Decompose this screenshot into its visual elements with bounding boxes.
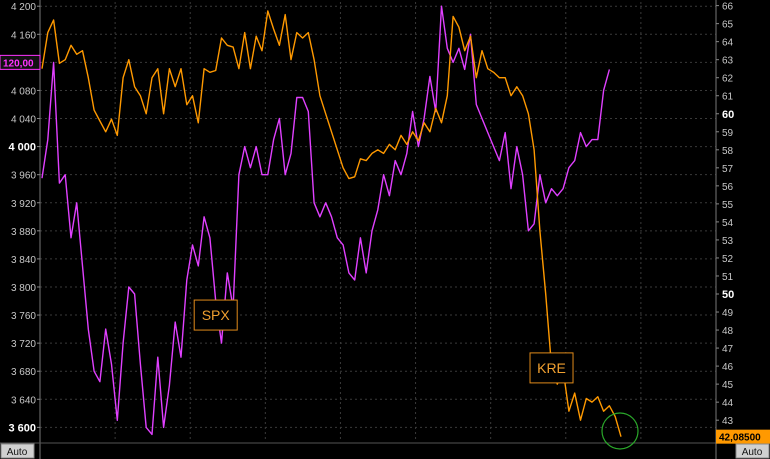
right-tick-label: 51 <box>722 272 734 283</box>
right-tick-label: 66 <box>722 2 734 13</box>
left-tick-label: 3 720 <box>11 339 36 350</box>
right-tick-label: 54 <box>722 218 734 229</box>
right-tick-label: 64 <box>722 38 734 49</box>
series-label-text: SPX <box>202 307 231 323</box>
left-tick-label: 3 760 <box>11 311 36 322</box>
left-tick-label: 4 000 <box>8 142 36 154</box>
right-tick-label: 65 <box>722 20 734 31</box>
series-layer <box>41 5 622 437</box>
left-tick-label: 4 160 <box>11 30 36 41</box>
series-line-spx <box>41 5 611 436</box>
series-label-kre: KRE <box>529 352 574 384</box>
axis-badges: 120,00 42,08500 Auto Auto <box>0 54 770 459</box>
right-tick-label: 63 <box>722 56 734 67</box>
right-auto-label: Auto <box>742 447 763 458</box>
left-auto-label: Auto <box>7 447 28 458</box>
left-tick-label: 4 040 <box>11 115 36 126</box>
highlight-circle <box>601 412 639 450</box>
right-tick-label: 47 <box>722 344 734 355</box>
left-tick-label: 3 800 <box>11 283 36 294</box>
series-label-text: KRE <box>537 360 566 376</box>
left-badge-text: 120,00 <box>3 58 34 69</box>
left-tick-label: 3 600 <box>8 422 36 434</box>
left-tick-label: 3 640 <box>11 395 36 406</box>
left-auto-scale-button[interactable]: Auto <box>0 443 35 459</box>
left-tick-label: 3 880 <box>11 227 36 238</box>
series-line-kre <box>41 10 622 437</box>
series-label-box <box>193 299 238 331</box>
right-tick-label: 44 <box>722 398 734 409</box>
left-tick-label: 3 920 <box>11 199 36 210</box>
right-tick-label: 56 <box>722 182 734 193</box>
right-badge-text: 42,08500 <box>719 433 761 444</box>
right-tick-label: 45 <box>722 380 734 391</box>
right-tick-label: 48 <box>722 326 734 337</box>
right-tick-label: 61 <box>722 92 734 103</box>
right-tick-label: 57 <box>722 164 734 175</box>
left-tick-label: 3 840 <box>11 255 36 266</box>
left-tick-label: 3 960 <box>11 171 36 182</box>
right-tick-label: 58 <box>722 146 734 157</box>
right-tick-label: 55 <box>722 200 734 211</box>
right-tick-label: 62 <box>722 74 734 85</box>
right-axis: 66 65 64 63 62 61 60 59 58 57 56 55 54 53 52 51 50 49 48 47… <box>715 0 734 459</box>
right-tick-label: 52 <box>722 254 734 265</box>
right-tick-label: 46 <box>722 362 734 373</box>
right-tick-label: 53 <box>722 236 734 247</box>
right-tick-label: 43 <box>722 416 734 427</box>
series-label-box <box>529 352 574 384</box>
right-auto-scale-button[interactable]: Auto <box>735 443 770 459</box>
right-tick-label: 59 <box>722 128 734 139</box>
left-tick-label: 4 200 <box>11 2 36 13</box>
series-label-spx: SPX <box>193 299 238 331</box>
right-tick-label: 60 <box>722 109 734 121</box>
right-last-value-badge: 42,08500 <box>716 429 770 444</box>
left-last-value-badge: 120,00 <box>0 54 41 70</box>
left-tick-label: 3 680 <box>11 367 36 378</box>
right-tick-label: 50 <box>722 289 734 301</box>
right-tick-label: 49 <box>722 308 734 319</box>
left-tick-label: 4 080 <box>11 86 36 97</box>
annotations: SPX KRE <box>193 299 639 450</box>
